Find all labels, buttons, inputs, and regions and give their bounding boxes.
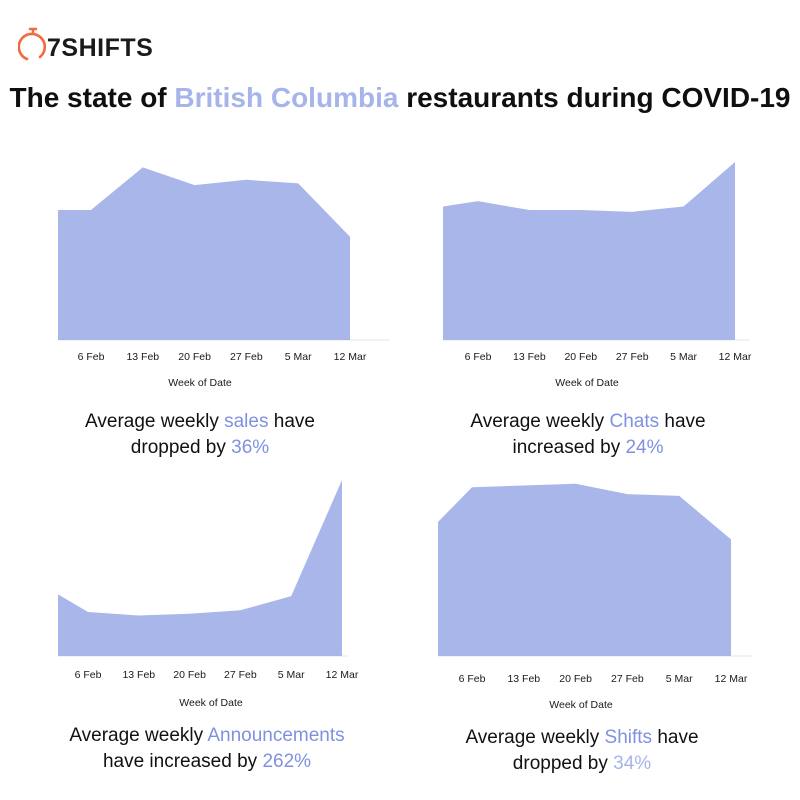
caption-text: have increased by <box>102 751 263 772</box>
area-series-shifts <box>438 483 731 656</box>
caption-sales: Average weekly sales have dropped by 36% <box>10 409 390 461</box>
caption-text: Average weekly <box>470 411 610 432</box>
caption-text: Average weekly <box>69 725 208 746</box>
x-tick-label: 6 Feb <box>465 351 492 363</box>
caption-text: have <box>659 411 706 432</box>
chart-announcements: 6 Feb 13 Feb 20 Feb 27 Feb 5 Mar 12 Mar Week o… <box>58 479 359 709</box>
x-tick-label: 13 Feb <box>507 673 540 685</box>
x-tick-label: 20 Feb <box>173 669 206 681</box>
caption-percent: 34% <box>613 753 652 774</box>
x-tick-label: 6 Feb <box>75 669 102 681</box>
x-tick-label: 5 Mar <box>278 669 305 681</box>
x-tick-label: 5 Mar <box>670 351 697 363</box>
caption-text: dropped by <box>130 437 232 458</box>
caption-text: have <box>652 727 699 748</box>
x-tick-label: 12 Mar <box>719 351 752 363</box>
caption-percent: 24% <box>625 437 664 458</box>
caption-text: have <box>268 411 315 432</box>
x-tick-label: 12 Mar <box>715 673 748 685</box>
caption-text: Average weekly <box>465 727 605 748</box>
caption-percent: 262% <box>262 751 312 772</box>
caption-text: Average weekly <box>85 411 225 432</box>
x-tick-label: 12 Mar <box>326 669 359 681</box>
stopwatch-icon <box>18 27 47 61</box>
x-axis-label: Week of Date <box>549 699 613 711</box>
caption-chats: Average weekly Chats have increased by 2… <box>398 409 778 461</box>
title-highlight: British Columbia <box>174 82 399 113</box>
x-tick-label: 13 Feb <box>126 351 159 363</box>
x-tick-label: 27 Feb <box>611 673 644 685</box>
area-series-chats <box>443 162 735 340</box>
x-tick-label: 20 Feb <box>564 351 597 363</box>
caption-announcements: Average weekly Announcements have increa… <box>17 723 397 775</box>
x-tick-label: 6 Feb <box>459 673 486 685</box>
x-tick-label: 27 Feb <box>616 351 649 363</box>
x-tick-label: 5 Mar <box>285 351 312 363</box>
brand-logo: 7SHIFTS <box>18 26 153 66</box>
chart-sales: 6 Feb 13 Feb 20 Feb 27 Feb 5 Mar 12 Mar Week o… <box>58 167 390 389</box>
x-tick-label: 20 Feb <box>178 351 211 363</box>
x-tick-label: 5 Mar <box>666 673 693 685</box>
x-tick-label: 12 Mar <box>334 351 367 363</box>
x-tick-label: 6 Feb <box>78 351 105 363</box>
title-suffix: restaurants during COVID-19 <box>398 82 791 113</box>
x-tick-label: 20 Feb <box>559 673 592 685</box>
caption-percent: 36% <box>231 437 270 458</box>
caption-metric: Shifts <box>604 727 653 748</box>
caption-metric: Announcements <box>207 725 345 746</box>
x-axis-label: Week of Date <box>168 377 232 389</box>
area-series-sales <box>58 167 350 340</box>
caption-text: increased by <box>512 437 626 458</box>
x-tick-label: 13 Feb <box>122 669 155 681</box>
page-title: The state of British Columbia restaurant… <box>0 82 800 114</box>
caption-shifts: Average weekly Shifts have dropped by 34… <box>392 725 772 777</box>
x-tick-label: 27 Feb <box>224 669 257 681</box>
chart-shifts: 6 Feb 13 Feb 20 Feb 27 Feb 5 Mar 12 Mar Week o… <box>438 483 752 711</box>
caption-metric: sales <box>224 411 269 432</box>
x-tick-label: 27 Feb <box>230 351 263 363</box>
x-tick-label: 13 Feb <box>513 351 546 363</box>
chart-chats: 6 Feb 13 Feb 20 Feb 27 Feb 5 Mar 12 Mar Week o… <box>443 161 752 389</box>
area-series-announcements <box>58 480 342 656</box>
x-axis-label: Week of Date <box>555 377 619 389</box>
caption-text: dropped by <box>512 753 614 774</box>
caption-metric: Chats <box>609 411 660 432</box>
brand-name: 7SHIFTS <box>47 34 154 62</box>
x-axis-label: Week of Date <box>179 697 243 709</box>
title-prefix: The state of <box>9 82 175 113</box>
